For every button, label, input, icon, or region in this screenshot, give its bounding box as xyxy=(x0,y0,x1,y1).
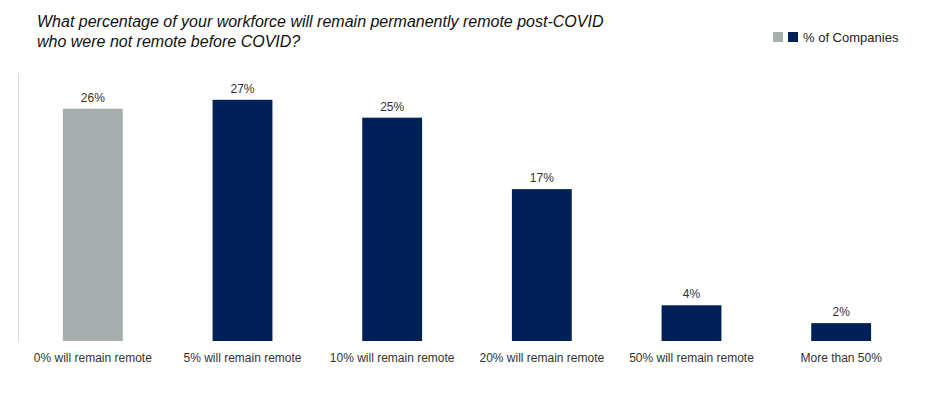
x-tick: More than 50% xyxy=(800,351,882,365)
bar xyxy=(213,100,273,341)
bar xyxy=(63,109,123,341)
x-tick: 0% will remain remote xyxy=(34,351,152,365)
data-labels: 26% 27% 25% 17% 4% 2% xyxy=(81,82,850,319)
data-label: 2% xyxy=(832,305,850,319)
data-label: 27% xyxy=(230,82,254,96)
x-tick: 20% will remain remote xyxy=(479,351,604,365)
x-tick-label: More than 50% xyxy=(800,351,882,365)
legend-label: % of Companies xyxy=(803,30,899,45)
bars xyxy=(63,100,871,341)
x-tick: 50% will remain remote xyxy=(629,351,754,365)
y-axis-line xyxy=(18,74,19,342)
title: What percentage of your workforce will r… xyxy=(37,13,604,50)
bar xyxy=(811,323,871,341)
bar xyxy=(362,118,422,341)
legend-swatch xyxy=(773,32,783,42)
data-label: 25% xyxy=(380,100,404,114)
y-axis xyxy=(18,74,19,342)
x-tick: 10% will remain remote xyxy=(330,351,455,365)
chart: What percentage of your workforce will r… xyxy=(0,0,927,417)
x-tick-label: 10% will remain remote xyxy=(330,351,455,365)
bar xyxy=(662,305,722,341)
x-axis: 0% will remain remote 5% will remain remo… xyxy=(34,351,882,365)
legend: % of Companies xyxy=(773,30,899,45)
bar xyxy=(512,189,572,341)
x-tick-label: 20% will remain remote xyxy=(479,351,604,365)
x-tick-label: 0% will remain remote xyxy=(34,351,152,365)
title-line: who were not remote before COVID? xyxy=(37,33,300,50)
x-tick: 5% will remain remote xyxy=(183,351,301,365)
data-label: 4% xyxy=(683,287,701,301)
title-line: What percentage of your workforce will r… xyxy=(37,13,604,30)
x-tick-label: 5% will remain remote xyxy=(183,351,301,365)
x-tick-label: 50% will remain remote xyxy=(629,351,754,365)
data-label: 26% xyxy=(81,91,105,105)
legend-swatch xyxy=(788,32,798,42)
data-label: 17% xyxy=(530,171,554,185)
